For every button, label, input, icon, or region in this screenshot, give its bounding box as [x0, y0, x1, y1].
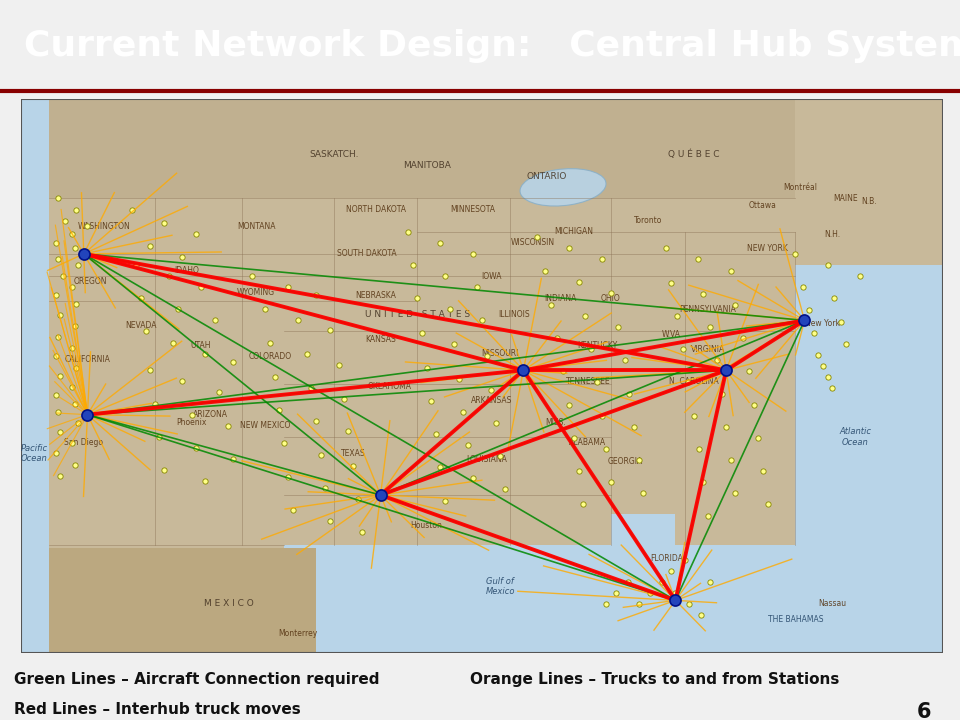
Text: MONTANA: MONTANA [237, 222, 276, 230]
Text: N. CAROLINA: N. CAROLINA [669, 377, 719, 386]
Text: Phoenix: Phoenix [177, 418, 206, 428]
Text: Green Lines – Aircraft Connection required: Green Lines – Aircraft Connection requir… [14, 672, 380, 688]
FancyBboxPatch shape [795, 265, 943, 653]
FancyBboxPatch shape [49, 548, 316, 653]
Text: NEBRASKA: NEBRASKA [355, 291, 396, 300]
Text: KANSAS: KANSAS [365, 336, 396, 344]
Text: NEW YORK: NEW YORK [747, 244, 788, 253]
Text: Atlantic
Ocean: Atlantic Ocean [839, 427, 871, 446]
Text: COLORADO: COLORADO [249, 352, 292, 361]
Text: Monterrey: Monterrey [278, 629, 317, 638]
Text: NORTH DAKOTA: NORTH DAKOTA [346, 205, 406, 214]
Text: NEVADA: NEVADA [125, 321, 156, 330]
Text: IOWA: IOWA [481, 271, 501, 281]
Text: KENTUCKY: KENTUCKY [577, 341, 617, 350]
Text: Houston: Houston [411, 521, 443, 530]
Text: Q U É B E C: Q U É B E C [668, 149, 720, 159]
FancyBboxPatch shape [49, 99, 795, 199]
Text: NEW MEXICO: NEW MEXICO [240, 421, 291, 431]
Text: ILLINOIS: ILLINOIS [498, 310, 530, 320]
Text: WYOMING: WYOMING [237, 288, 276, 297]
Text: WASHINGTON: WASHINGTON [78, 222, 131, 230]
FancyBboxPatch shape [21, 99, 943, 653]
Text: SOUTH DAKOTA: SOUTH DAKOTA [337, 249, 396, 258]
Text: MISSOURI: MISSOURI [482, 349, 519, 358]
Text: PENNSYLVANIA: PENNSYLVANIA [680, 305, 736, 314]
Text: M E X I C O: M E X I C O [204, 598, 253, 608]
Text: U N I T E D   S T A T E S: U N I T E D S T A T E S [365, 310, 470, 320]
Text: TENNESSEE: TENNESSEE [565, 377, 611, 386]
Text: Red Lines – Interhub truck moves: Red Lines – Interhub truck moves [14, 702, 301, 717]
Text: Orange Lines – Trucks to and from Stations: Orange Lines – Trucks to and from Statio… [470, 672, 840, 688]
Text: MINNESOTA: MINNESOTA [450, 205, 495, 214]
Text: San Diego: San Diego [64, 438, 104, 447]
Text: MAINE: MAINE [833, 194, 858, 203]
Text: UTAH: UTAH [191, 341, 211, 350]
Text: MANITOBA: MANITOBA [402, 161, 450, 170]
Text: MICHIGAN: MICHIGAN [555, 228, 593, 236]
Text: GEORGIA: GEORGIA [607, 457, 642, 467]
Text: Montréal: Montréal [782, 183, 817, 192]
Text: W.VA: W.VA [661, 330, 681, 339]
Text: ARKANSAS: ARKANSAS [470, 396, 512, 405]
FancyBboxPatch shape [611, 514, 676, 653]
FancyBboxPatch shape [284, 545, 795, 653]
Text: ARIZONA: ARIZONA [193, 410, 228, 419]
Text: Current Network Design:   Central Hub System: Current Network Design: Central Hub Syst… [24, 29, 960, 63]
Text: New York: New York [805, 319, 840, 328]
Text: Toronto: Toronto [634, 216, 662, 225]
Text: N.B.: N.B. [861, 197, 876, 206]
Text: OHIO: OHIO [601, 294, 621, 302]
Text: Ottawa: Ottawa [749, 201, 777, 210]
FancyBboxPatch shape [21, 99, 49, 653]
Text: Pacific
Ocean: Pacific Ocean [20, 444, 48, 463]
Text: FLORIDA: FLORIDA [650, 554, 683, 563]
Text: IDAHO: IDAHO [175, 266, 200, 275]
Text: 6: 6 [917, 702, 931, 720]
Text: TEXAS: TEXAS [341, 449, 365, 458]
Text: Gulf of
Mexico: Gulf of Mexico [486, 577, 516, 596]
Text: THE BAHAMAS: THE BAHAMAS [767, 616, 823, 624]
Text: CALIFORNIA: CALIFORNIA [64, 355, 110, 364]
Text: WISCONSIN: WISCONSIN [511, 238, 555, 247]
Text: OKLAHOMA: OKLAHOMA [368, 382, 412, 392]
Text: LOUISIANA: LOUISIANA [467, 454, 507, 464]
Text: VIRGINIA: VIRGINIA [690, 345, 725, 354]
Text: SASKATCH.: SASKATCH. [310, 150, 359, 158]
Text: OREGON: OREGON [74, 277, 107, 286]
Text: Nassau: Nassau [818, 598, 846, 608]
Text: ONTARIO: ONTARIO [526, 172, 566, 181]
Text: MISS.: MISS. [545, 418, 566, 428]
Text: ALABAMA: ALABAMA [569, 438, 607, 447]
Ellipse shape [520, 168, 606, 206]
Text: N.H.: N.H. [824, 230, 840, 239]
Text: INDIANA: INDIANA [544, 294, 576, 302]
